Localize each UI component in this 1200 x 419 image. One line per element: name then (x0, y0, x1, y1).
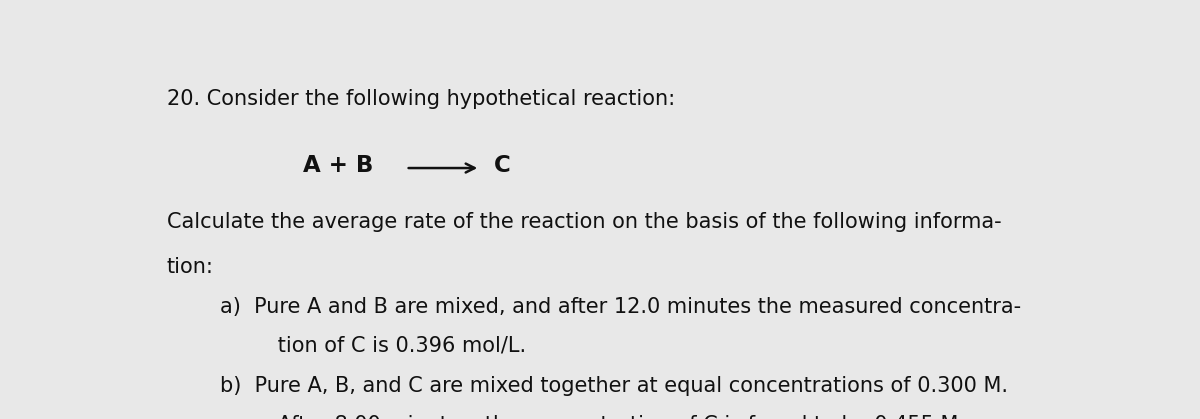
Text: 20. Consider the following hypothetical reaction:: 20. Consider the following hypothetical … (167, 89, 674, 109)
Text: a)  Pure A and B are mixed, and after 12.0 minutes the measured concentra-: a) Pure A and B are mixed, and after 12.… (220, 297, 1021, 317)
Text: C: C (494, 153, 511, 176)
Text: A + B: A + B (304, 153, 374, 176)
Text: b)  Pure A, B, and C are mixed together at equal concentrations of 0.300 M.: b) Pure A, B, and C are mixed together a… (220, 376, 1008, 396)
Text: tion of C is 0.396 mol/L.: tion of C is 0.396 mol/L. (239, 336, 527, 356)
Text: tion:: tion: (167, 257, 214, 277)
Text: Calculate the average rate of the reaction on the basis of the following informa: Calculate the average rate of the reacti… (167, 212, 1001, 232)
Text: After 8.00 minutes, the concentration of C is found to be 0.455 M.: After 8.00 minutes, the concentration of… (239, 415, 965, 419)
